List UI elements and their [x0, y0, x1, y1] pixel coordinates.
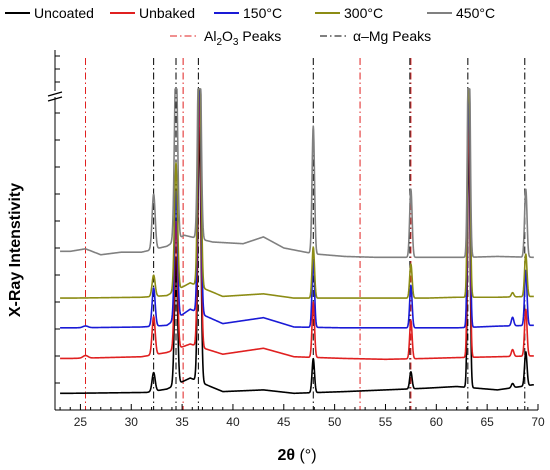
x-tick-label: 30 [125, 415, 139, 429]
x-tick-label: 35 [175, 415, 189, 429]
series-line-3 [59, 88, 535, 299]
reference-legend: Al2O3 Peaks α–Mg Peaks [170, 28, 431, 48]
x-tick-label: 65 [480, 415, 494, 429]
legend-label: 300°C [344, 5, 383, 21]
legend: Uncoated Unbaked 150°C 300°C 450°C [5, 5, 495, 21]
legend-label: 150°C [243, 5, 282, 21]
axis-break-mark [47, 91, 63, 97]
x-axis-title-unit: (°) [295, 447, 317, 464]
legend-label: 450°C [456, 5, 495, 21]
legend-label: Al2O3 Peaks [204, 28, 281, 48]
series-line-4 [59, 88, 535, 259]
x-tick-label: 70 [531, 415, 545, 429]
axes [47, 50, 538, 411]
series-line-2 [59, 88, 535, 329]
x-tick-label: 50 [328, 415, 342, 429]
x-tick-label: 60 [430, 415, 444, 429]
series-line-0 [59, 126, 535, 395]
x-tick-label: 25 [74, 415, 88, 429]
x-ticks: 25 30 35 40 45 50 55 60 65 70 [59, 404, 545, 429]
x-tick-label: 45 [277, 415, 291, 429]
series-line-1 [59, 91, 535, 361]
x-tick-label: 55 [379, 415, 393, 429]
legend-label: Uncoated [34, 5, 94, 21]
series-lines [59, 88, 535, 395]
x-axis-title-symbol: 2θ [277, 447, 295, 464]
x-tick-label: 40 [226, 415, 240, 429]
x-axis-title: 2θ (°) [277, 447, 316, 464]
legend-label: α–Mg Peaks [353, 28, 431, 44]
y-axis-title: X-Ray Intenstivity [7, 183, 24, 317]
legend-label: Unbaked [139, 5, 195, 21]
axis-break-mark [47, 96, 63, 102]
